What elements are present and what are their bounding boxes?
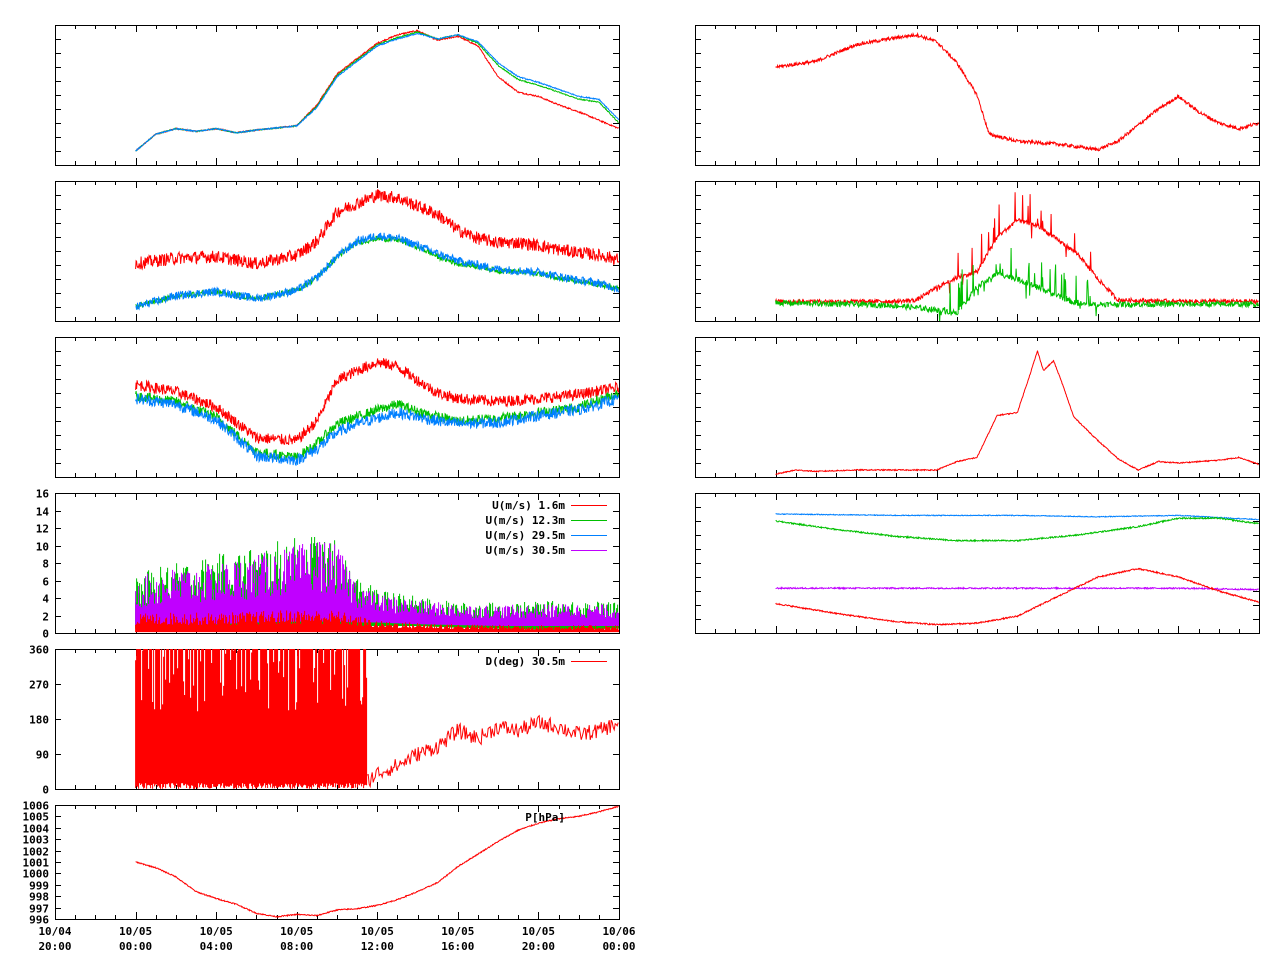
y-tick-label: 1001 <box>23 857 50 870</box>
legend-label: U(m/s) 12.3m <box>486 514 566 527</box>
y-tick-label: 180 <box>29 714 49 727</box>
x-tick-label-time: 00:00 <box>602 940 635 953</box>
y-tick-label: 1005 <box>23 811 50 824</box>
series-line-red <box>135 29 619 152</box>
series-line-red <box>775 192 1259 306</box>
y-tick-label: 996 <box>29 914 49 927</box>
plot-frame <box>55 337 620 478</box>
x-tick-label-date: 10/05 <box>119 925 152 938</box>
series-line-red <box>135 649 619 789</box>
plot-frame <box>695 181 1260 322</box>
x-tick-label-date: 10/05 <box>200 925 233 938</box>
plot-frame <box>695 337 1260 478</box>
x-tick-label-date: 10/05 <box>361 925 394 938</box>
y-tick-label: 10 <box>36 541 49 554</box>
chart-panel-l1 <box>55 25 620 166</box>
y-tick-label: 12 <box>36 523 49 536</box>
legend-label: U(m/s) 1.6m <box>492 499 565 512</box>
series-line-blue <box>135 232 619 311</box>
y-tick-label: 1002 <box>23 846 50 859</box>
x-tick-label-date: 10/06 <box>602 925 635 938</box>
chart-panel-r2 <box>695 181 1260 322</box>
y-tick-label: 998 <box>29 891 49 904</box>
x-tick-label-time: 04:00 <box>200 940 233 953</box>
chart-panel-r1 <box>695 25 1260 166</box>
y-tick-label: 999 <box>29 880 49 893</box>
legend-label: U(m/s) 29.5m <box>486 529 566 542</box>
series-line-red <box>135 358 619 446</box>
plot-frame <box>55 181 620 322</box>
y-tick-label: 2 <box>42 611 49 624</box>
chart-panel-l3 <box>55 337 620 478</box>
chart-panel-r4 <box>695 493 1260 634</box>
y-tick-label: 1000 <box>23 868 50 881</box>
series-line-magenta <box>775 586 1259 591</box>
x-tick-label-time: 08:00 <box>280 940 313 953</box>
y-tick-label: 1003 <box>23 834 50 847</box>
x-tick-label-date: 10/05 <box>280 925 313 938</box>
chart-panel-l4: 0 2 4 6 8 10 12 14 16 U(m/s) 1.6m U(m/s) 12.3m U(m/… <box>36 488 620 641</box>
y-tick-label: 1004 <box>23 823 50 836</box>
x-tick-label-time: 16:00 <box>441 940 474 953</box>
y-tick-label: 6 <box>42 576 49 589</box>
y-tick-label: 270 <box>29 679 49 692</box>
plot-frame <box>695 25 1260 166</box>
plot-frame <box>55 25 620 166</box>
series-line-red <box>135 189 619 271</box>
series-line-red <box>775 31 1259 152</box>
x-tick-label-time: 12:00 <box>361 940 394 953</box>
y-tick-label: 1006 <box>23 800 50 813</box>
series-line-red <box>135 805 619 918</box>
y-tick-label: 0 <box>42 784 49 797</box>
y-tick-label: 8 <box>42 558 49 571</box>
x-tick-label-date: 10/05 <box>522 925 555 938</box>
x-tick-label-date: 10/04 <box>38 925 71 938</box>
series-line-red <box>775 567 1259 626</box>
x-tick-label-time: 20:00 <box>38 940 71 953</box>
y-tick-label: 16 <box>36 488 50 501</box>
chart-panel-l6: 9969979989991000100110021003100410051006… <box>23 800 620 927</box>
series-line-blue <box>775 512 1259 521</box>
series-line-blue <box>135 32 619 152</box>
chart-panel-r3 <box>695 337 1260 478</box>
y-tick-label: 4 <box>42 593 49 606</box>
y-tick-label: 14 <box>36 506 50 519</box>
x-tick-label-time: 00:00 <box>119 940 152 953</box>
series-line-red <box>135 610 619 633</box>
series-line-green <box>775 516 1259 543</box>
chart-panel-l5: 0 90 180 270 360 D(deg) 30.5m <box>29 644 620 797</box>
legend-label: P[hPa] <box>525 811 565 824</box>
plot-frame <box>55 805 620 920</box>
y-tick-label: 360 <box>29 644 49 657</box>
y-tick-label: 90 <box>36 749 49 762</box>
y-tick-label: 997 <box>29 903 49 916</box>
chart-panel-l2 <box>55 181 620 322</box>
series-line-green <box>775 248 1259 321</box>
series-line-green <box>135 235 619 310</box>
x-tick-label-date: 10/05 <box>441 925 474 938</box>
series-line-blue <box>135 393 619 466</box>
x-tick-label-time: 20:00 <box>522 940 555 953</box>
legend-label: D(deg) 30.5m <box>486 655 566 668</box>
series-line-magenta <box>135 542 619 626</box>
y-tick-label: 0 <box>42 628 49 641</box>
legend-label: U(m/s) 30.5m <box>486 544 566 557</box>
series-line-red <box>775 350 1259 476</box>
